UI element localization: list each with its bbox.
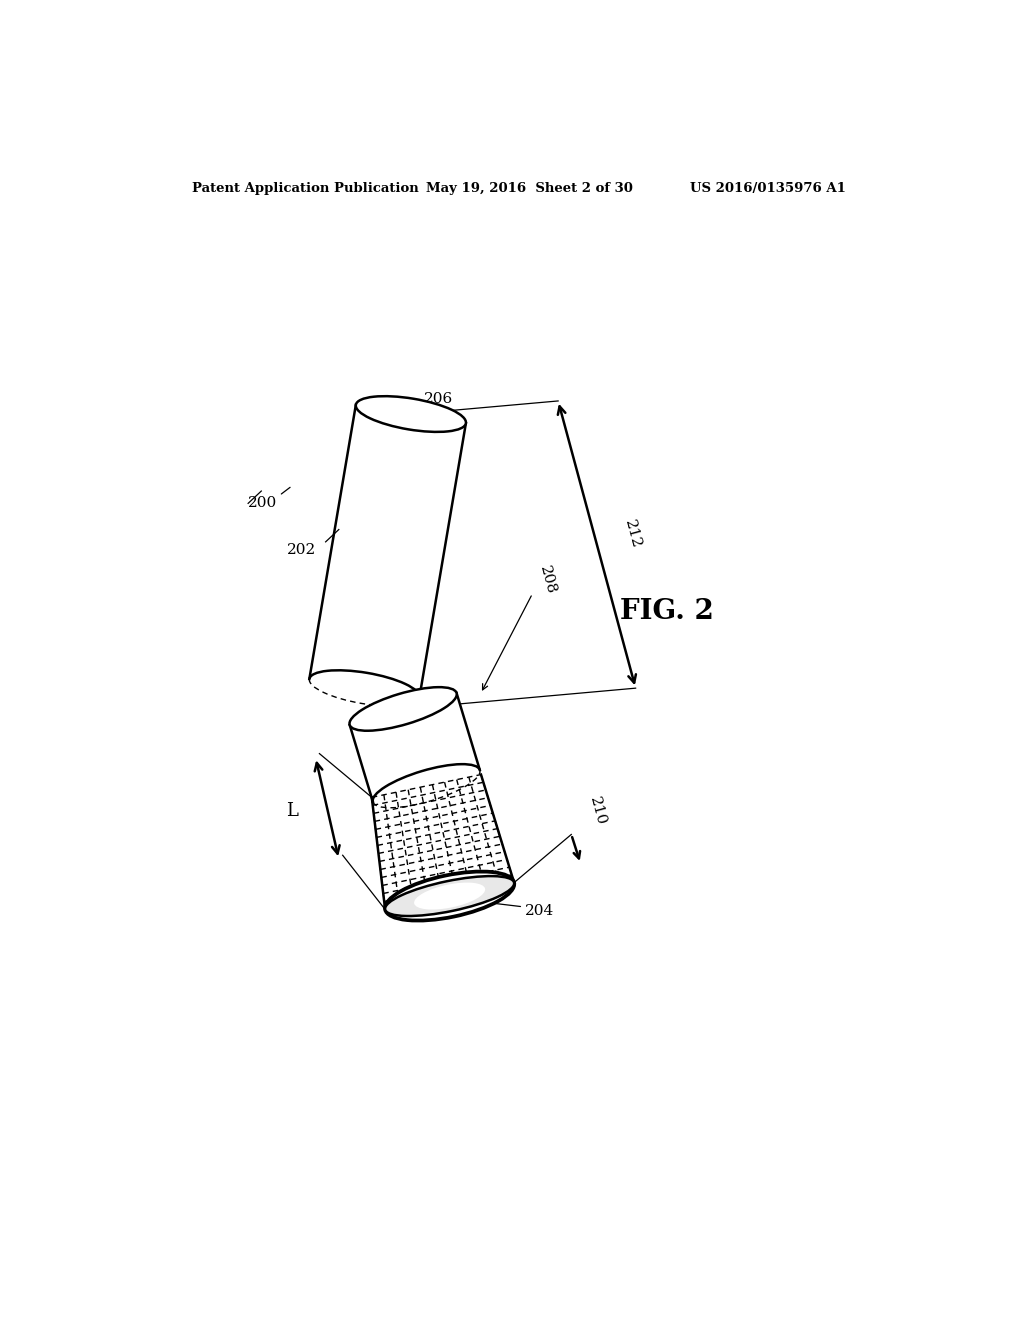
Polygon shape <box>349 693 480 801</box>
Ellipse shape <box>385 871 514 920</box>
Ellipse shape <box>385 876 514 916</box>
Text: May 19, 2016  Sheet 2 of 30: May 19, 2016 Sheet 2 of 30 <box>426 182 633 194</box>
Text: 204: 204 <box>524 904 554 919</box>
Polygon shape <box>372 775 514 909</box>
Ellipse shape <box>349 688 457 731</box>
Ellipse shape <box>355 396 466 432</box>
Text: FIG. 2: FIG. 2 <box>621 598 714 624</box>
Text: 202: 202 <box>287 543 316 557</box>
Text: 212: 212 <box>623 519 643 550</box>
Text: 206: 206 <box>424 392 454 405</box>
Text: Patent Application Publication: Patent Application Publication <box>191 182 418 194</box>
Text: 208: 208 <box>538 565 558 597</box>
Ellipse shape <box>414 883 485 909</box>
Text: US 2016/0135976 A1: US 2016/0135976 A1 <box>690 182 846 194</box>
Text: 210: 210 <box>587 796 608 828</box>
Text: 200: 200 <box>248 496 278 511</box>
Text: L: L <box>287 803 298 820</box>
Polygon shape <box>309 405 466 697</box>
